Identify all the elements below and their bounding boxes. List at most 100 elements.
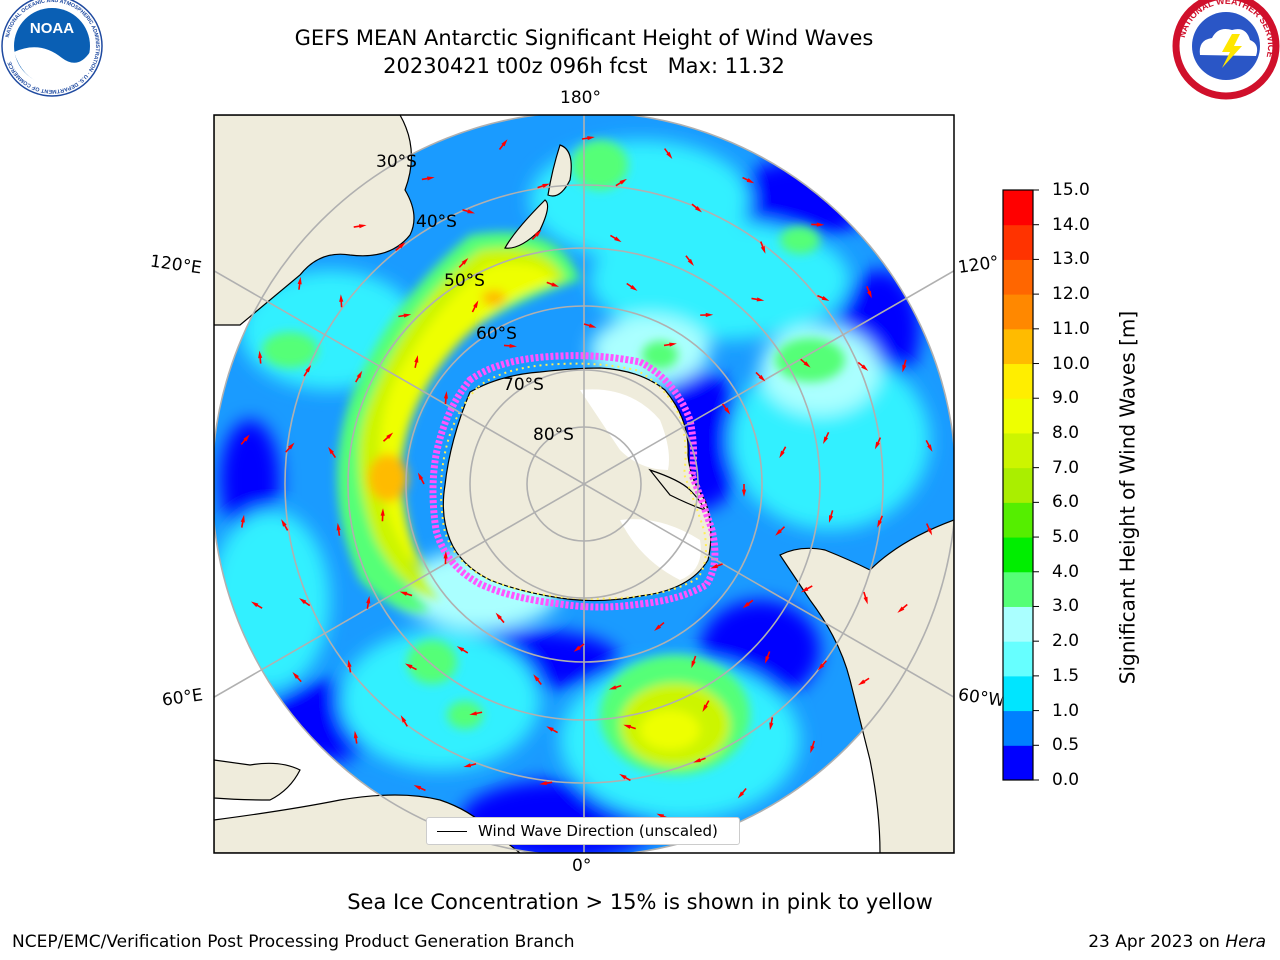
wave-direction-arrowhead <box>877 520 883 528</box>
wave-direction-arrowhead <box>413 784 422 790</box>
wave-direction-arrowhead <box>874 441 880 450</box>
wave-direction-arrowhead <box>760 246 766 254</box>
colorbar-tick-label: 12.0 <box>1052 284 1090 305</box>
wave-direction-arrowhead <box>821 295 830 301</box>
wave-direction-arrowhead <box>299 598 307 605</box>
wave-direction-arrowhead <box>297 276 302 285</box>
colorbar-tick-label: 4.0 <box>1052 561 1080 582</box>
wave-direction-arrowhead <box>356 370 363 379</box>
wave-direction-arrowhead <box>328 446 334 455</box>
wave-direction-arrowhead <box>817 663 825 671</box>
colorbar-tick-label: 13.0 <box>1052 249 1090 270</box>
wave-direction-arrowhead <box>741 489 747 497</box>
wave-direction-arrowhead <box>693 758 701 763</box>
colorbar-tick-label: 9.0 <box>1052 388 1080 409</box>
colorbar-tick-label: 1.0 <box>1052 700 1080 721</box>
colorbar-tick-label: 14.0 <box>1052 214 1090 235</box>
wave-direction-arrowhead <box>305 365 312 373</box>
wave-direction-arrowhead <box>687 258 694 266</box>
wave-direction-arrowhead <box>542 183 550 188</box>
colorbar-segment <box>1003 502 1033 538</box>
footer-date-text: 23 Apr 2023 on <box>1088 932 1226 952</box>
colorbar-label: Significant Height of Wind Waves [m] <box>1115 310 1140 685</box>
lat-label-30s: 30°S <box>376 152 417 172</box>
australia-landmass <box>214 115 415 326</box>
south-america-landmass <box>779 519 954 853</box>
madagascar-landmass <box>214 759 301 801</box>
colorbar-segment <box>1003 224 1033 260</box>
footer-credit: NCEP/EMC/Verification Post Processing Pr… <box>12 932 575 952</box>
wave-direction-arrowhead <box>404 663 413 669</box>
colorbar-segment <box>1003 328 1033 365</box>
wave-direction-arrowhead <box>724 407 731 415</box>
colorbar-segment <box>1003 432 1033 469</box>
wave-direction-arrowhead <box>623 724 631 729</box>
wave-direction-arrowhead <box>710 563 719 569</box>
wave-direction-arrowhead <box>764 655 770 664</box>
lat-label-70s: 70°S <box>503 375 544 395</box>
wave-direction-arrowhead <box>347 659 352 668</box>
wave-direction-arrowhead <box>386 432 394 440</box>
nws-logo <box>1172 0 1280 100</box>
wave-direction-arrowhead <box>366 595 371 604</box>
lat-label-80s: 80°S <box>533 425 574 445</box>
colorbar-segment <box>1003 259 1033 295</box>
colorbar-segment <box>1003 537 1033 573</box>
colorbar-tick-label: 6.0 <box>1052 492 1080 513</box>
wave-direction-arrowhead <box>737 791 745 799</box>
wave-direction-arrowhead <box>742 602 750 609</box>
wave-direction-arrowhead <box>800 586 809 593</box>
wave-direction-arrowhead <box>243 434 250 442</box>
wave-direction-arrowhead <box>705 312 714 318</box>
wave-direction-arrowhead <box>339 294 344 302</box>
wave-direction-arrowhead <box>417 472 424 481</box>
wave-direction-arrowhead <box>501 139 508 147</box>
colorbar-tick-label: 15.0 <box>1052 180 1090 200</box>
lon-label-0: 0° <box>572 856 592 876</box>
wave-direction-arrowhead <box>756 297 765 302</box>
wave-direction-arrowhead <box>608 685 617 690</box>
wave-direction-arrowhead <box>828 515 834 523</box>
colorbar <box>1002 189 1039 781</box>
wave-direction-arrowhead <box>427 176 435 181</box>
wave-direction-arrowhead <box>758 374 766 382</box>
wave-direction-arrowhead <box>803 361 811 368</box>
wave-direction-arrowhead <box>456 646 465 652</box>
wave-direction-arrowhead <box>469 711 477 716</box>
colorbar-tick-label: 5.0 <box>1052 527 1080 548</box>
wave-direction-arrowhead <box>630 284 638 291</box>
colorbar-tick-label: 0.0 <box>1052 770 1080 790</box>
noaa-logo-text: NOAA <box>30 20 74 37</box>
graticule <box>214 115 954 853</box>
wave-direction-arrowhead <box>775 529 782 536</box>
wave-direction-arrowhead <box>509 343 517 348</box>
wave-direction-arrowhead <box>336 522 341 531</box>
wave-direction-arrowhead <box>669 342 677 347</box>
wave-direction-arrowhead <box>495 612 502 620</box>
footer-date: 23 Apr 2023 on Hera <box>1088 932 1266 952</box>
colorbar-segment <box>1003 675 1033 712</box>
wave-direction-arrowhead <box>250 601 259 608</box>
wave-direction-arrowhead <box>473 300 479 308</box>
wave-direction-arrowhead <box>443 391 448 399</box>
wave-direction-arrowhead <box>587 136 595 141</box>
wave-direction-arrowhead <box>861 364 869 371</box>
wave-direction-arrowhead <box>619 178 627 185</box>
noaa-logo: NOAA <box>1 0 103 97</box>
legend-line-swatch <box>437 831 467 832</box>
wave-direction-arrowhead <box>353 730 358 739</box>
wave-direction-arrowhead <box>902 364 907 373</box>
map-legend: Wind Wave Direction (unscaled) <box>426 817 740 845</box>
wave-direction-arrowhead <box>533 674 540 682</box>
wave-direction-arrowhead <box>666 151 673 159</box>
legend-label: Wind Wave Direction (unscaled) <box>478 822 718 840</box>
wave-direction-arrowhead <box>461 258 469 265</box>
colorbar-tick-label: 11.0 <box>1052 318 1090 339</box>
new-zealand-north-island <box>547 144 572 197</box>
wave-direction-arrowhead <box>863 596 868 605</box>
wave-direction-arrowhead <box>867 290 872 299</box>
colorbar-segment <box>1003 606 1033 642</box>
wave-direction-arrowhead <box>400 715 407 723</box>
wave-direction-arrowhead <box>403 313 412 318</box>
wave-direction-arrowhead <box>927 444 933 452</box>
